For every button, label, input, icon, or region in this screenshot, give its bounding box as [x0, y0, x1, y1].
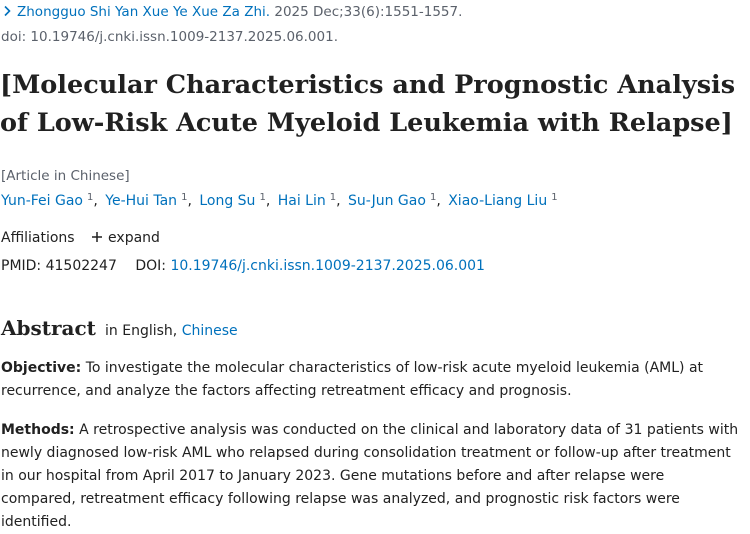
methods-text: A retrospective analysis was conducted o… [1, 422, 739, 530]
affiliations-row: Affiliations expand [1, 230, 160, 246]
abstract-methods: Methods: A retrospective analysis was co… [1, 419, 741, 534]
affiliation-ref[interactable]: 1 [181, 192, 188, 203]
citation-doi: doi: 10.19746/j.cnki.issn.1009-2137.2025… [1, 29, 338, 45]
citation-date: 2025 Dec;33(6):1551-1557. [274, 4, 463, 20]
expand-label: expand [108, 230, 160, 246]
chevron-right-icon [4, 5, 11, 17]
affiliations-label: Affiliations [1, 230, 75, 246]
citation-journal-line: Zhongguo Shi Yan Xue Ye Xue Za Zhi. 2025… [1, 4, 462, 20]
methods-label: Methods: [1, 422, 75, 438]
abstract-language: in English, Chinese [105, 323, 238, 339]
author-link[interactable]: Su-Jun Gao [348, 193, 426, 209]
journal-link[interactable]: Zhongguo Shi Yan Xue Ye Xue Za Zhi. [17, 4, 271, 20]
objective-label: Objective: [1, 360, 82, 376]
abstract-heading: Abstract [1, 316, 96, 340]
author-link[interactable]: Xiao-Liang Liu [448, 193, 548, 209]
affiliation-ref[interactable]: 1 [551, 192, 558, 203]
identifiers-row: PMID: 41502247 DOI: 10.19746/j.cnki.issn… [1, 258, 485, 274]
article-title: [Molecular Characteristics and Prognosti… [0, 70, 736, 138]
plus-icon [92, 232, 103, 242]
author-link[interactable]: Long Su [199, 193, 256, 209]
affiliation-ref[interactable]: 1 [429, 192, 437, 203]
pmid-value: 41502247 [45, 258, 117, 274]
affiliation-ref[interactable]: 1 [259, 192, 266, 203]
affiliation-ref[interactable]: 1 [329, 192, 337, 203]
author-link[interactable]: Hai Lin [277, 193, 326, 209]
doi-link[interactable]: 10.19746/j.cnki.issn.1009-2137.2025.06.0… [170, 258, 485, 274]
publication-type: [Article in Chinese] [1, 168, 130, 184]
expand-affiliations-button[interactable]: expand [91, 230, 160, 246]
author-link[interactable]: Ye-Hui Tan [105, 193, 178, 209]
abstract-header: Abstract in English, Chinese [1, 316, 238, 340]
author-list: Yun-Fei Gao 1, Ye-Hui Tan 1, Long Su 1, Hai… [1, 192, 558, 209]
doi-label: DOI: [135, 258, 166, 274]
pmid-label: PMID: [1, 258, 42, 274]
language-prefix: in English, [105, 323, 178, 339]
chinese-language-link[interactable]: Chinese [181, 323, 238, 339]
author-link[interactable]: Yun-Fei Gao [1, 193, 83, 209]
abstract-objective: Objective: To investigate the molecular … [1, 357, 741, 403]
affiliation-ref[interactable]: 1 [86, 192, 94, 203]
objective-text: To investigate the molecular characteris… [1, 360, 704, 399]
